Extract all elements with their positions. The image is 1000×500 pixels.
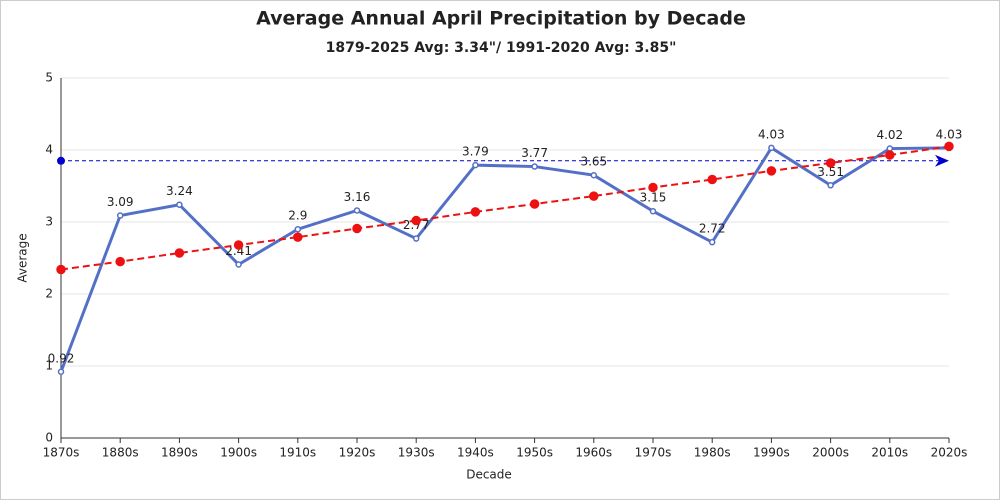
point	[116, 212, 124, 219]
y-tick-label: 3	[45, 215, 53, 229]
data-label: 0.92	[48, 351, 75, 365]
x-tick-label: 1900s	[220, 446, 257, 460]
x-tick-label: 1930s	[398, 446, 435, 460]
data-label: 3.77	[521, 146, 548, 160]
series-line	[59, 145, 950, 373]
x-tick-label: 2020s	[931, 446, 968, 460]
reference-dot	[57, 156, 65, 165]
point	[589, 191, 599, 201]
data-label: 2.9	[288, 209, 307, 223]
x-axis-title: Decade	[466, 468, 512, 482]
x-tick-label: 2010s	[871, 446, 908, 460]
point	[294, 225, 302, 233]
point	[352, 223, 362, 234]
chart-title: Average Annual April Precipitation by De…	[256, 8, 746, 30]
series-line	[60, 145, 950, 271]
y-tick-label: 1	[45, 359, 53, 373]
point	[531, 163, 538, 170]
data-label: 3.79	[462, 145, 489, 159]
x-tick-label: 1910s	[279, 446, 316, 460]
point	[768, 144, 775, 152]
reference-arrow	[935, 154, 949, 167]
y-tick-label: 4	[45, 143, 53, 157]
chart-subtitle: 1879-2025 Avg: 3.34"/ 1991-2020 Avg: 3.8…	[326, 40, 677, 56]
y-tick-label: 5	[45, 71, 53, 85]
point	[353, 207, 361, 214]
point	[411, 215, 421, 226]
data-label: 3.65	[580, 155, 607, 169]
x-tick-label: 2000s	[812, 446, 849, 460]
x-tick-label: 1890s	[161, 446, 198, 460]
data-label: 4.03	[936, 127, 963, 141]
point	[529, 199, 540, 209]
point	[412, 235, 420, 242]
x-tick-label: 1980s	[694, 446, 731, 460]
data-label: 4.02	[876, 128, 903, 142]
point	[649, 207, 657, 215]
data-label: 3.16	[344, 190, 371, 204]
point	[57, 368, 65, 376]
x-tick-label: 1920s	[339, 446, 376, 460]
point	[176, 201, 183, 208]
data-label: 2.41	[225, 244, 252, 258]
point	[707, 174, 717, 185]
x-tick-label: 1950s	[516, 446, 553, 460]
data-label: 3.51	[817, 165, 844, 179]
point	[233, 240, 244, 250]
point	[766, 166, 777, 176]
data-label: 3.09	[107, 195, 134, 209]
point	[944, 141, 954, 152]
data-label: 3.24	[166, 184, 193, 198]
x-tick-label: 1990s	[753, 446, 790, 460]
point	[827, 182, 834, 189]
point	[56, 264, 66, 275]
x-tick-label: 1940s	[457, 446, 494, 460]
y-axis-title: Average	[16, 233, 30, 282]
point	[708, 238, 716, 246]
data-label: 2.72	[699, 222, 726, 236]
point	[648, 182, 658, 193]
point	[825, 158, 836, 168]
data-label: 3.15	[640, 191, 667, 205]
x-tick-label: 1880s	[102, 446, 139, 460]
point	[885, 150, 895, 160]
point	[470, 207, 481, 217]
x-tick-label: 1970s	[635, 446, 672, 460]
point	[235, 261, 242, 268]
point	[590, 171, 598, 179]
y-tick-label: 2	[45, 287, 53, 301]
y-tick-label: 0	[45, 431, 53, 445]
x-tick-label: 1960s	[575, 446, 612, 460]
data-label: 4.03	[758, 127, 785, 141]
point	[472, 161, 479, 169]
point	[293, 232, 303, 242]
point	[174, 248, 185, 258]
point	[115, 256, 125, 267]
x-tick-label: 1870s	[43, 446, 80, 460]
